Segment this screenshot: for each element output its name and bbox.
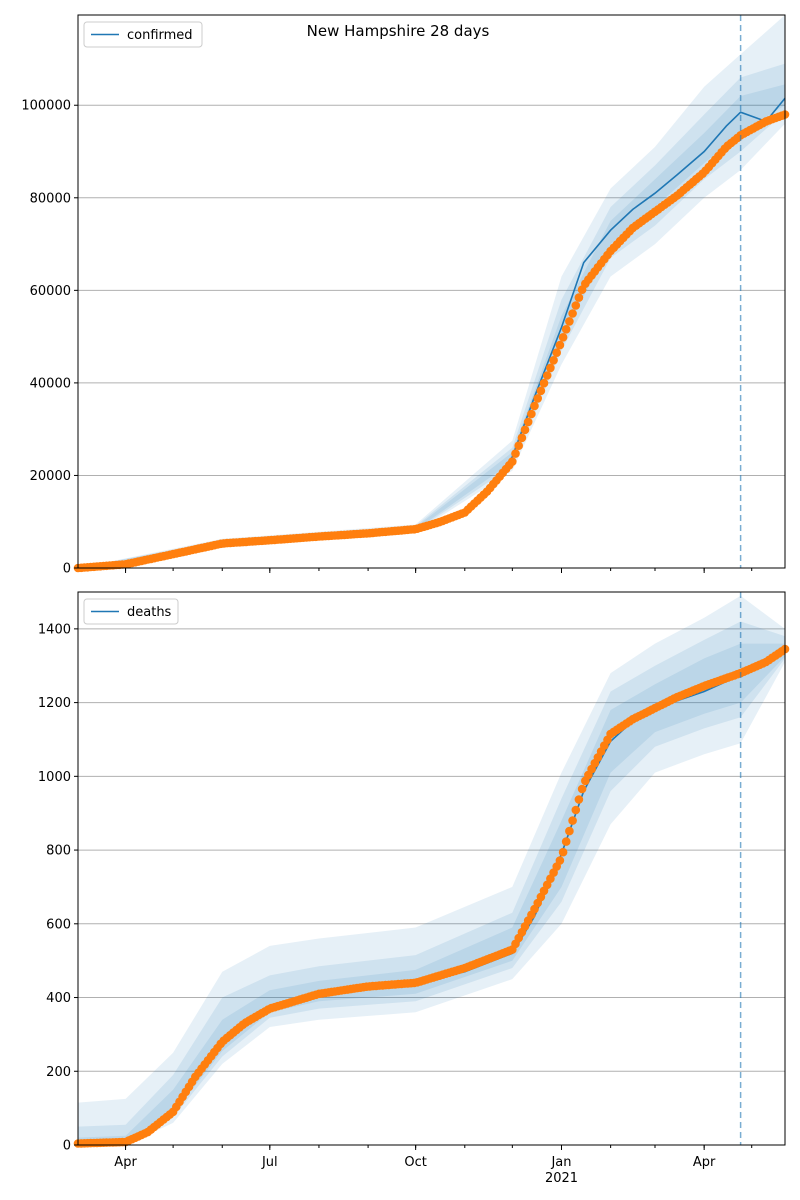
observed-point [530, 401, 539, 411]
observed-point [571, 301, 581, 310]
observed-point [542, 371, 552, 380]
observed-point [546, 363, 555, 373]
observed-point [565, 826, 574, 836]
y-tick-label: 800 [46, 844, 71, 859]
observed-point [568, 309, 577, 318]
axes-frame [77, 591, 786, 1146]
observed-point [555, 340, 565, 350]
observed-point [527, 409, 536, 419]
y-tick-label: 0 [63, 1139, 71, 1154]
y-tick-label: 400 [46, 991, 71, 1006]
observed-point [511, 449, 520, 458]
observed-point [533, 394, 542, 403]
y-tick-label: 1200 [38, 696, 71, 711]
observed-point [523, 417, 533, 427]
chart-title: New Hampshire 28 days [307, 22, 490, 40]
x-tick-label: Apr [693, 1155, 716, 1170]
legend-box [83, 21, 203, 48]
x-tick-label: 2021 [545, 1171, 578, 1186]
observed-point [571, 805, 581, 815]
plot-area [78, 15, 785, 568]
axes-frame [77, 14, 786, 569]
y-tick-label: 600 [46, 917, 71, 932]
observed-point [520, 425, 530, 435]
observed-point [561, 837, 571, 846]
legend-box [83, 598, 179, 625]
observed-point [549, 356, 558, 365]
observed-point [555, 856, 565, 865]
observed-point [577, 784, 587, 794]
plot-area [78, 592, 785, 1145]
observed-point [561, 325, 571, 334]
uncertainty-band [78, 84, 785, 569]
x-tick-label: Oct [404, 1155, 426, 1170]
x-tick-label: Jul [261, 1155, 278, 1170]
observed-point [558, 847, 568, 857]
observed-point [552, 348, 561, 358]
observed-point [565, 317, 574, 326]
y-tick-label: 1400 [38, 622, 71, 637]
observed-point [508, 457, 517, 466]
y-tick-label: 100000 [21, 99, 71, 114]
observed-point [514, 441, 523, 451]
y-tick-label: 80000 [30, 191, 71, 206]
deaths-chart: 0 200 400 600 800 1000 1200 1400 Apr Jul Oct Jan202… [38, 591, 790, 1186]
legend-label: confirmed [127, 28, 193, 43]
observed-point [539, 378, 549, 388]
observed-point [536, 386, 546, 396]
observed-point [517, 433, 527, 443]
observed-point [568, 816, 577, 825]
observed-point [558, 333, 568, 342]
y-tick-label: 1000 [38, 770, 71, 785]
y-tick-label: 20000 [30, 469, 71, 484]
y-tick-label: 200 [46, 1065, 71, 1080]
legend-label: deaths [127, 605, 172, 620]
observed-point [574, 293, 584, 302]
y-tick-label: 60000 [30, 284, 71, 299]
confirmed-chart: 0 20000 40000 60000 80000 100000 confirmed [21, 14, 790, 577]
x-tick-label: Jan [550, 1155, 571, 1170]
x-tick-label: Apr [114, 1155, 137, 1170]
uncertainty-band [78, 63, 785, 568]
y-tick-label: 0 [63, 562, 71, 577]
y-tick-label: 40000 [30, 376, 71, 391]
observed-point [574, 795, 584, 804]
